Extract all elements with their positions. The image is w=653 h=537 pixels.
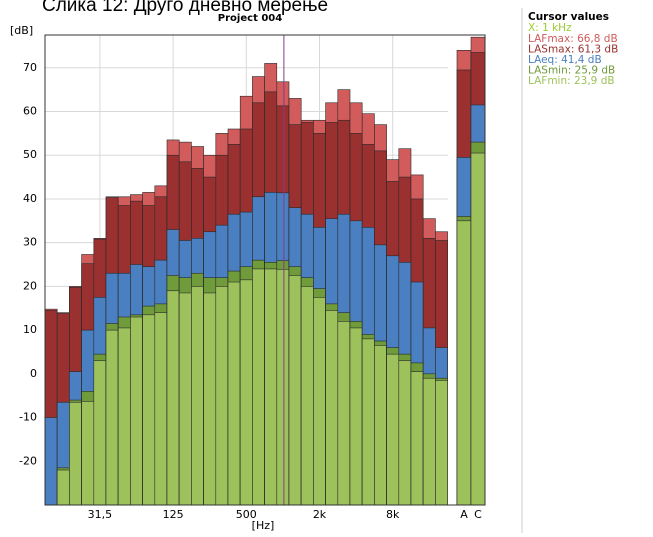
caption: Слика 12: Друго дневно мерење bbox=[42, 0, 328, 16]
chart-title: Project 004 bbox=[218, 13, 282, 24]
bar bbox=[142, 314, 156, 506]
bar bbox=[93, 360, 107, 506]
bar bbox=[56, 469, 70, 506]
bar bbox=[398, 360, 412, 506]
bar bbox=[154, 312, 168, 506]
bar bbox=[166, 290, 180, 506]
x-tick-label: 125 bbox=[163, 508, 184, 521]
bar bbox=[252, 268, 265, 506]
bar bbox=[178, 292, 192, 506]
bar bbox=[239, 279, 253, 506]
y-tick-label: 40 bbox=[23, 192, 37, 205]
bar bbox=[227, 281, 241, 506]
legend-entry: LASmax: 61,3 dB bbox=[528, 44, 618, 56]
y-tick-label: 60 bbox=[23, 105, 37, 118]
bar bbox=[44, 417, 58, 506]
bar bbox=[69, 401, 82, 506]
bar bbox=[276, 269, 290, 506]
x-tick-label: A bbox=[460, 508, 468, 521]
plot-frame bbox=[44, 34, 486, 506]
bar bbox=[191, 286, 204, 506]
gap bbox=[448, 35, 457, 505]
y-tick-label: 30 bbox=[23, 236, 37, 249]
bar bbox=[300, 286, 314, 506]
bar bbox=[470, 152, 486, 506]
bar bbox=[105, 329, 119, 506]
bar bbox=[81, 401, 95, 506]
x-tick-label: C bbox=[474, 508, 482, 521]
x-tick-label: 500 bbox=[236, 508, 257, 521]
y-tick-label: 70 bbox=[23, 61, 37, 74]
bar bbox=[361, 338, 375, 506]
bar bbox=[456, 220, 472, 506]
y-tick-label: 0 bbox=[30, 367, 37, 380]
y-tick-label: 20 bbox=[23, 279, 37, 292]
x-axis-label: [Hz] bbox=[252, 519, 275, 532]
bar bbox=[203, 292, 217, 506]
bar bbox=[374, 345, 387, 506]
x-tick-label: 31,5 bbox=[88, 508, 113, 521]
bar bbox=[349, 327, 363, 506]
bar bbox=[117, 327, 131, 506]
bar bbox=[435, 380, 448, 506]
bar bbox=[130, 316, 143, 506]
legend-entry: LAFmax: 66,8 dB bbox=[528, 33, 618, 45]
bar bbox=[422, 377, 436, 506]
cursor-title: Cursor values bbox=[528, 11, 609, 23]
bar bbox=[410, 371, 424, 506]
y-tick-label: -10 bbox=[19, 411, 37, 424]
x-tick-label: 2k bbox=[313, 508, 327, 521]
bar bbox=[386, 353, 400, 506]
y-tick-label: -20 bbox=[19, 454, 37, 467]
bar bbox=[325, 310, 339, 506]
bar bbox=[215, 286, 229, 506]
bar bbox=[288, 275, 302, 506]
y-tick-label: 10 bbox=[23, 323, 37, 336]
bar bbox=[313, 297, 326, 506]
x-tick-label: 8k bbox=[386, 508, 400, 521]
bar bbox=[337, 321, 351, 506]
y-tick-label: 50 bbox=[23, 148, 37, 161]
legend-entry: LASmin: 25,9 dB bbox=[528, 65, 615, 77]
legend-entry: LAFmin: 23,9 dB bbox=[528, 75, 615, 87]
cursor-x: X: 1 kHz bbox=[528, 22, 572, 34]
bar bbox=[264, 268, 278, 506]
legend-entry: LAeq: 41,4 dB bbox=[528, 54, 602, 66]
y-axis-label: [dB] bbox=[10, 24, 33, 37]
